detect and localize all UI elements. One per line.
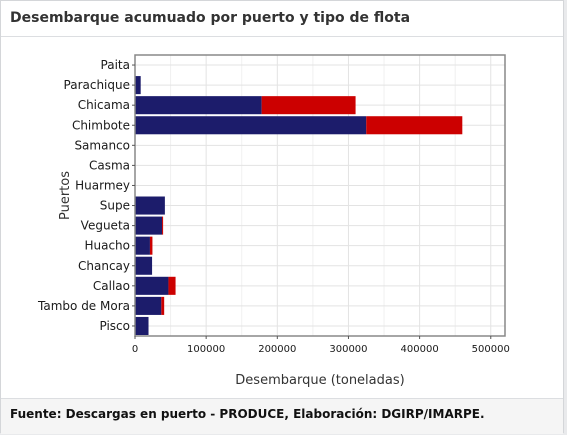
source-footnote: Fuente: Descargas en puerto - PRODUCE, E… [10, 407, 485, 421]
bar-chicama-s1 [135, 96, 262, 115]
x-axis-title: Desembarque (toneladas) [235, 373, 404, 388]
bar-tambo-de-mora-s1 [135, 296, 162, 315]
bar-callao-s2 [168, 276, 176, 295]
bar-chimbote-s2 [366, 116, 463, 135]
x-tick-labels: 0 100000 200000 300000 400000 500000 [132, 336, 510, 355]
bar-chimbote-s1 [135, 116, 367, 135]
bar-huacho-s1 [135, 236, 150, 255]
bar-chicama-s2 [261, 96, 356, 115]
y-tick-label: Tambo de Mora [37, 299, 130, 313]
y-tick-label: Vegueta [81, 219, 130, 233]
panel-header: Desembarque acumuado por puerto y tipo d… [1, 1, 563, 37]
y-tick-label: Supe [100, 199, 130, 213]
bar-parachique-s1 [135, 76, 141, 95]
bar-pisco-s1 [135, 316, 149, 335]
bar-supe-s1 [135, 196, 165, 215]
bar-tambo-de-mora-s2 [161, 296, 165, 315]
y-tick-label: Chicama [78, 98, 130, 112]
x-tick-label: 300000 [329, 344, 367, 355]
y-tick-label: Pisco [100, 319, 131, 333]
y-tick-label: Chimbote [72, 118, 130, 132]
bar-layer [135, 76, 463, 335]
x-tick-label: 400000 [401, 344, 439, 355]
bar-callao-s1 [135, 276, 169, 295]
panel-title: Desembarque acumuado por puerto y tipo d… [10, 10, 411, 26]
y-tick-label: Paita [101, 58, 130, 72]
bar-vegueta-s1 [135, 216, 163, 235]
x-tick-label: 0 [132, 344, 138, 355]
y-tick-label: Huacho [84, 239, 130, 253]
bar-chancay-s1 [135, 256, 153, 275]
plot-frame [134, 54, 506, 337]
x-tick-label: 500000 [472, 344, 510, 355]
x-tick-label: 200000 [258, 344, 296, 355]
y-tick-labels: Paita Parachique Chicama Chimbote Samanco Cas… [37, 58, 135, 333]
y-axis-title: Puertos [58, 171, 73, 220]
panel-footer: Fuente: Descargas en puerto - PRODUCE, E… [1, 398, 563, 434]
y-tick-label: Parachique [64, 78, 130, 92]
bar-huacho-s2 [149, 236, 153, 255]
y-tick-label: Huarmey [75, 178, 130, 192]
y-tick-label: Casma [89, 158, 130, 172]
y-tick-label: Samanco [74, 138, 130, 152]
y-tick-label: Callao [93, 279, 130, 293]
bar-vegueta-s2 [162, 216, 164, 235]
y-tick-label: Chancay [78, 259, 130, 273]
x-tick-label: 100000 [187, 344, 225, 355]
